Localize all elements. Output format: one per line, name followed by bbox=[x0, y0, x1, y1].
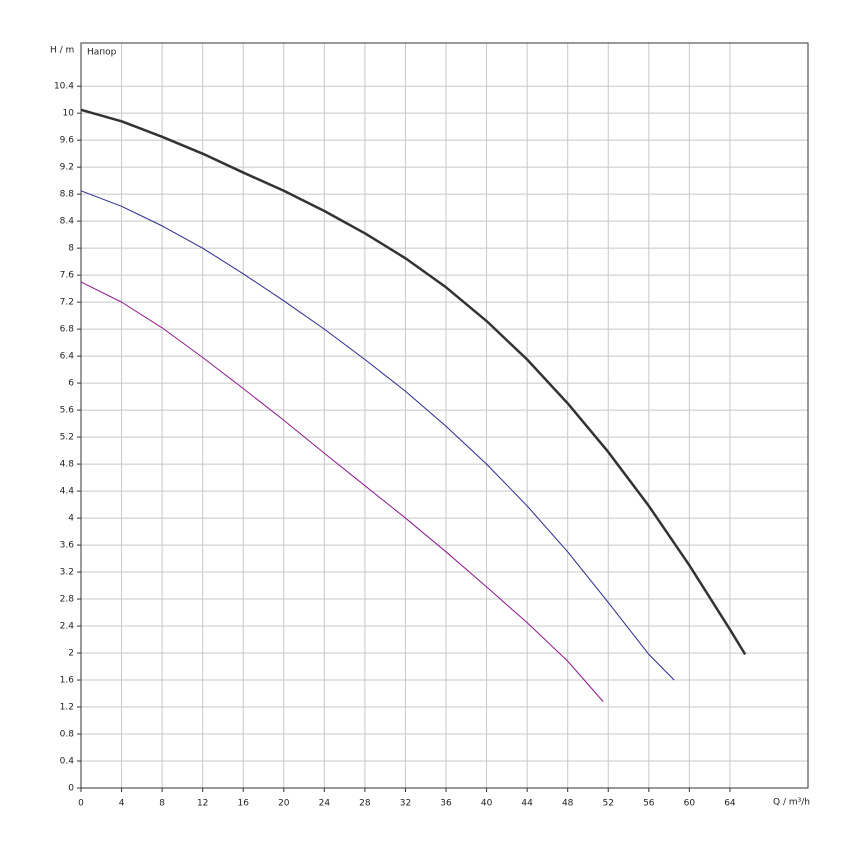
x-tick-label: 16 bbox=[238, 799, 250, 809]
y-tick-label: 3.2 bbox=[60, 568, 74, 578]
y-tick-label: 0.8 bbox=[60, 730, 75, 740]
annotation: Напор bbox=[87, 48, 117, 58]
y-tick-label: 8.8 bbox=[60, 190, 75, 200]
x-tick-label: 32 bbox=[400, 799, 411, 809]
y-tick-label: 0 bbox=[68, 784, 74, 794]
x-tick-label: 64 bbox=[724, 799, 736, 809]
y-tick-label: 2.4 bbox=[60, 622, 75, 632]
x-tick-label: 56 bbox=[643, 799, 655, 809]
x-tick-label: 48 bbox=[562, 799, 574, 809]
x-tick-label: 60 bbox=[684, 799, 696, 809]
y-tick-label: 1.6 bbox=[60, 676, 75, 686]
curve bbox=[80, 190, 675, 681]
y-tick-label: 6 bbox=[68, 379, 74, 389]
x-axis-label: Q / m³/h bbox=[773, 798, 810, 808]
y-tick-label: 8.4 bbox=[60, 217, 75, 227]
x-tick-label: 0 bbox=[78, 799, 84, 809]
y-tick-label: 7.6 bbox=[60, 271, 75, 281]
y-tick-label: 2.8 bbox=[60, 595, 75, 605]
y-tick-label: 3.6 bbox=[60, 541, 75, 551]
y-tick-label: 5.2 bbox=[60, 433, 74, 443]
y-axis-label: H / m bbox=[50, 46, 74, 56]
y-tick-label: 6.4 bbox=[60, 352, 75, 362]
y-tick-label: 9.2 bbox=[60, 163, 74, 173]
x-tick-label: 44 bbox=[521, 799, 533, 809]
y-tick-label: 10 bbox=[63, 109, 75, 119]
y-tick-label: 6.8 bbox=[60, 325, 75, 335]
curve bbox=[80, 281, 604, 702]
x-tick-label: 12 bbox=[197, 799, 208, 809]
x-tick-label: 40 bbox=[481, 799, 493, 809]
y-tick-label: 2 bbox=[68, 649, 74, 659]
x-tick-label: 20 bbox=[278, 799, 290, 809]
y-tick-label: 8 bbox=[68, 244, 74, 254]
y-tick-label: 4 bbox=[68, 514, 74, 524]
y-tick-label: 7.2 bbox=[60, 298, 74, 308]
y-tick-label: 4.4 bbox=[60, 487, 75, 497]
y-tick-label: 1.2 bbox=[60, 703, 74, 713]
x-tick-label: 24 bbox=[319, 799, 331, 809]
y-tick-label: 4.8 bbox=[60, 460, 75, 470]
x-tick-label: 4 bbox=[119, 799, 125, 809]
y-tick-label: 9.6 bbox=[60, 136, 75, 146]
plot-border bbox=[80, 42, 809, 789]
plot-frame bbox=[80, 42, 809, 789]
x-tick-label: 36 bbox=[440, 799, 452, 809]
x-tick-label: 8 bbox=[159, 799, 165, 809]
y-tick-label: 0.4 bbox=[60, 757, 75, 767]
y-tick-label: 5.6 bbox=[60, 406, 75, 416]
x-tick-label: 52 bbox=[603, 799, 614, 809]
x-tick-label: 28 bbox=[359, 799, 371, 809]
y-tick-label: 10.4 bbox=[54, 82, 74, 92]
curve bbox=[80, 108, 747, 656]
